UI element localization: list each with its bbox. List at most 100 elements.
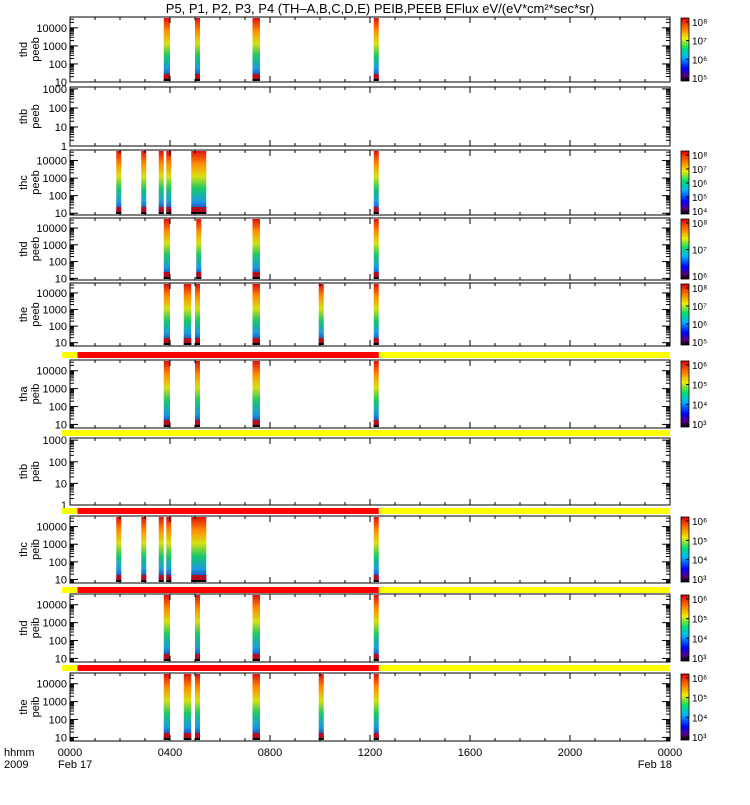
- panel-instrument-label: peeb: [30, 237, 42, 261]
- y-tick-label: 100: [49, 191, 67, 203]
- y-tick-label: 1000: [43, 618, 67, 630]
- spectrum-block-floor: [195, 738, 200, 740]
- y-tick-label: 100: [49, 457, 67, 469]
- colorbar: [680, 516, 690, 583]
- spectrum-block-floor: [373, 343, 379, 345]
- spectrum-block: [196, 219, 202, 279]
- mode-bar-off-start: [62, 352, 78, 358]
- spectrum-block-low-energy: [163, 338, 170, 344]
- spectrum-block-low-energy: [141, 207, 147, 213]
- spectrum-block: [163, 219, 170, 279]
- colorbar-label: 10⁸: [692, 151, 707, 162]
- spectrum-block-floor: [373, 425, 379, 427]
- y-tick-label: 10: [55, 732, 67, 744]
- spectrum-block-low-energy: [373, 74, 379, 80]
- colorbar-label: 10⁴: [692, 634, 707, 645]
- spectrum-block: [116, 517, 122, 582]
- spectrum-block-floor: [116, 580, 122, 582]
- spectrum-block-floor: [318, 738, 324, 740]
- spectrum-block-floor: [166, 212, 172, 214]
- y-tick-label: 1000: [43, 305, 67, 317]
- panel-the-peib: 10 100 1000 10000 the peib 10³ 10⁴ 10⁵ 10⁶: [18, 665, 707, 744]
- spectrum-block-floor: [183, 738, 192, 740]
- y-tick-label: 10: [55, 122, 67, 134]
- panel-thd-peeb: 10 100 1000 10000 thd peeb 10⁵ 10⁶ 10⁷ 10⁸: [18, 16, 707, 89]
- panel-tha-peib: 10 100 1000 10000 tha peib 10³ 10⁴ 10⁵ 10⁶: [18, 352, 707, 431]
- spectrum-block-low-energy: [373, 733, 379, 739]
- y-tick-label: 10000: [36, 522, 67, 534]
- panel-frame: [69, 593, 671, 663]
- panel-the-peeb: 10 100 1000 10000 the peeb 10⁵ 10⁶ 10⁷ 10⁸: [18, 282, 707, 350]
- y-tick-label: 10: [55, 338, 67, 350]
- panel-thb-peeb: 1 10 100 1000 thb peeb: [18, 84, 671, 153]
- spectrum-block-low-energy: [373, 338, 379, 344]
- spectrum-block: [166, 517, 172, 582]
- y-tick-label: 10: [55, 478, 67, 490]
- colorbar: [680, 283, 690, 346]
- colorbar-label: 10³: [692, 733, 707, 744]
- panel-thd-peib: 10 100 1000 10000 thd peib 10³ 10⁴ 10⁵ 10⁶: [18, 587, 707, 665]
- panel-probe-label: thd: [18, 241, 30, 256]
- mode-bar-off-start: [62, 508, 78, 514]
- colorbar-label: 10⁵: [692, 74, 707, 85]
- colorbar-label: 10⁶: [692, 55, 707, 66]
- time-tick-label: 0400: [158, 747, 182, 759]
- spectrum-block-low-energy: [116, 575, 122, 581]
- y-tick-label: 10: [55, 419, 67, 431]
- spectrum-block: [373, 361, 379, 427]
- panel-frame: [69, 217, 671, 281]
- spectrum-block-floor: [166, 580, 172, 582]
- mode-bar-off: [378, 587, 670, 593]
- spectrum-block-floor: [141, 580, 147, 582]
- spectrum-block-low-energy: [158, 207, 164, 213]
- colorbar: [680, 360, 690, 428]
- y-tick-label: 100: [49, 321, 67, 333]
- colorbar-label: 10⁶: [692, 517, 707, 528]
- spectrum-block-low-energy: [252, 654, 260, 660]
- mode-bar-on: [77, 508, 379, 514]
- spectrum-block-floor: [373, 277, 379, 279]
- spectrum-block-floor: [163, 738, 170, 740]
- colorbar-label: 10⁶: [692, 179, 707, 190]
- mode-bar-off: [378, 352, 670, 358]
- spectrum-block: [116, 151, 122, 214]
- mode-bar-on: [77, 587, 379, 593]
- y-tick-label: 100: [49, 257, 67, 269]
- spectrum-block-floor: [195, 425, 200, 427]
- spectrum-block-low-energy: [252, 272, 260, 278]
- spectrum-block-low-energy: [373, 272, 379, 278]
- spectrum-block: [141, 517, 147, 582]
- y-tick-label: 1000: [43, 697, 67, 709]
- panel-instrument-label: peib: [30, 461, 42, 482]
- colorbar: [680, 673, 690, 741]
- colorbar-label: 10⁸: [692, 18, 707, 29]
- spectrum-block: [163, 595, 170, 661]
- time-tick-label: 0800: [258, 747, 282, 759]
- spectrum-block-low-energy: [163, 733, 170, 739]
- spectrum-block-floor: [163, 343, 170, 345]
- colorbar-label: 10⁸: [692, 219, 707, 230]
- panel-frame: [69, 437, 671, 506]
- mode-bar-off: [378, 665, 670, 671]
- colorbar-label: 10³: [692, 654, 707, 665]
- spectrum-block-floor: [163, 79, 170, 81]
- time-tick-label: 1600: [458, 747, 482, 759]
- time-tick-label: 2000: [558, 747, 582, 759]
- spectrum-block-low-energy: [158, 575, 164, 581]
- y-tick-label: 1000: [43, 41, 67, 53]
- panel-instrument-label: peeb: [30, 302, 42, 326]
- panel-instrument-label: peib: [30, 697, 42, 718]
- spectrum-block-low-energy: [183, 733, 192, 739]
- y-tick-label: 100: [49, 557, 67, 569]
- time-axis: hhmm 2009 0000 0400 0800 1200 1600 2000 0000Fe…: [4, 747, 682, 771]
- spectrum-block: [252, 284, 260, 345]
- spectrum-block-low-energy: [252, 338, 260, 344]
- spectrum-block: [195, 18, 200, 81]
- panel-probe-label: the: [18, 699, 30, 714]
- colorbar-label: 10⁴: [692, 556, 707, 567]
- panel-thc-peib: 10 100 1000 10000 thc peib 10³ 10⁴ 10⁵ 10⁶: [18, 508, 707, 586]
- spectrum-block: [158, 517, 164, 582]
- spectrum-block: [318, 674, 324, 740]
- spectrum-block-floor: [373, 79, 379, 81]
